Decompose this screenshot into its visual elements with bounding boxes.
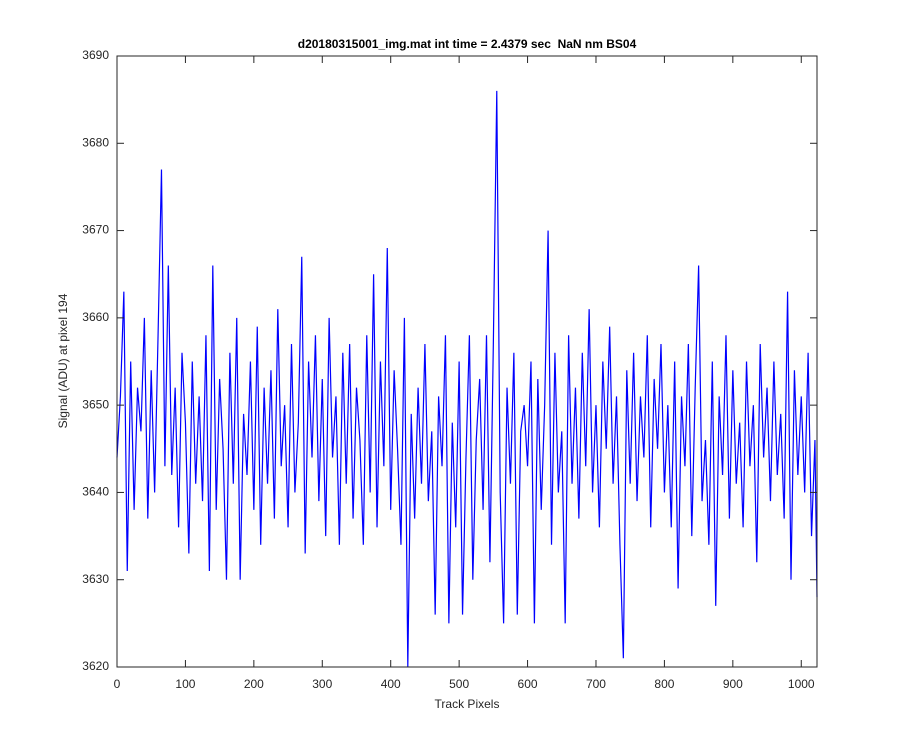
x-tick-label: 700 xyxy=(586,677,606,691)
x-tick-label: 900 xyxy=(723,677,743,691)
y-axis-label: Signal (ADU) at pixel 194 xyxy=(56,293,70,428)
x-tick-label: 200 xyxy=(244,677,264,691)
x-tick-label: 400 xyxy=(381,677,401,691)
x-tick-label: 0 xyxy=(114,677,121,691)
x-tick-label: 1000 xyxy=(788,677,815,691)
y-tick-label: 3640 xyxy=(82,485,109,499)
y-tick-label: 3620 xyxy=(82,659,109,673)
x-tick-label: 600 xyxy=(518,677,538,691)
x-tick-label: 800 xyxy=(654,677,674,691)
y-tick-label: 3680 xyxy=(82,135,109,149)
y-tick-label: 3660 xyxy=(82,310,109,324)
chart-title: d20180315001_img.mat int time = 2.4379 s… xyxy=(298,37,637,51)
plot-area xyxy=(116,90,818,668)
y-tick-label: 3650 xyxy=(82,397,109,411)
x-tick-label: 100 xyxy=(175,677,195,691)
y-tick-label: 3630 xyxy=(82,572,109,586)
y-tick-label: 3670 xyxy=(82,223,109,237)
x-tick-label: 500 xyxy=(449,677,469,691)
x-axis-label: Track Pixels xyxy=(435,697,500,711)
data-line xyxy=(116,90,818,668)
x-tick-label: 300 xyxy=(312,677,332,691)
y-tick-label: 3690 xyxy=(82,48,109,62)
axes-box xyxy=(116,55,818,668)
